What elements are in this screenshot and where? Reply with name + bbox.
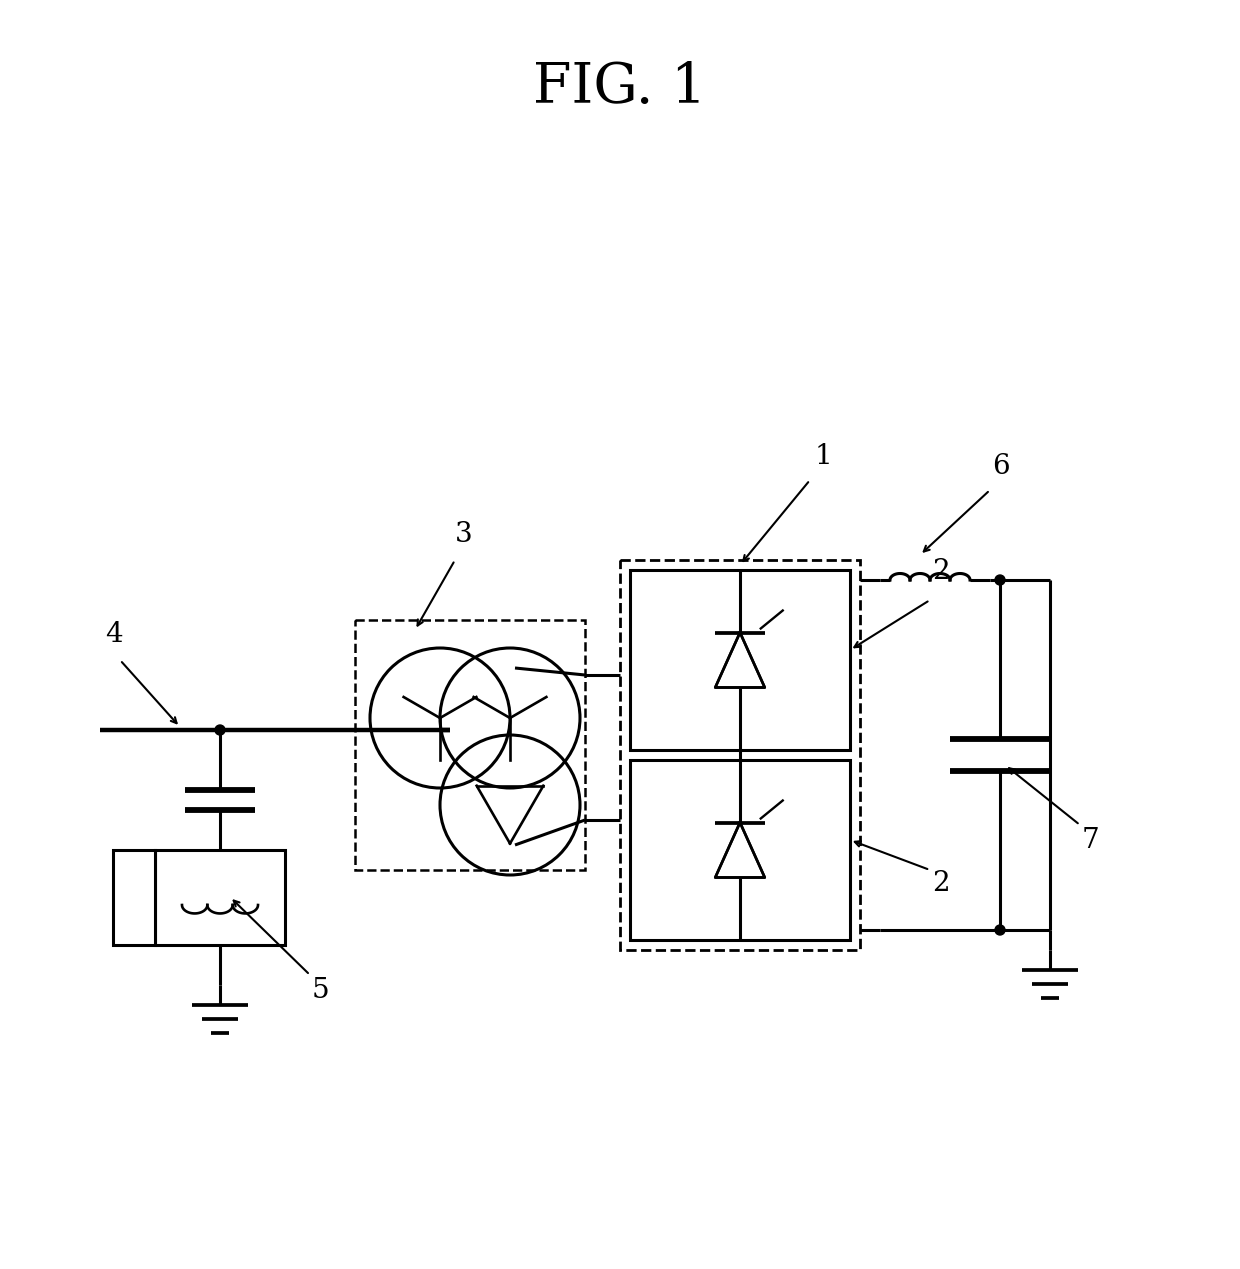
Bar xyxy=(620,560,861,950)
Text: 7: 7 xyxy=(1083,827,1100,854)
Text: 1: 1 xyxy=(815,443,833,470)
Polygon shape xyxy=(715,632,765,688)
Bar xyxy=(355,621,585,871)
Text: 6: 6 xyxy=(992,453,1009,480)
Bar xyxy=(155,850,285,945)
Text: 3: 3 xyxy=(455,522,472,548)
Bar xyxy=(113,850,155,945)
Text: FIG. 1: FIG. 1 xyxy=(533,60,707,114)
Text: 5: 5 xyxy=(312,977,330,1004)
Text: 2: 2 xyxy=(932,871,950,897)
Text: 4: 4 xyxy=(105,621,123,648)
Circle shape xyxy=(215,725,224,735)
Bar xyxy=(630,570,849,750)
Polygon shape xyxy=(715,822,765,877)
Circle shape xyxy=(994,925,1004,935)
Circle shape xyxy=(994,575,1004,585)
Text: 2: 2 xyxy=(932,558,950,585)
Bar xyxy=(630,760,849,940)
